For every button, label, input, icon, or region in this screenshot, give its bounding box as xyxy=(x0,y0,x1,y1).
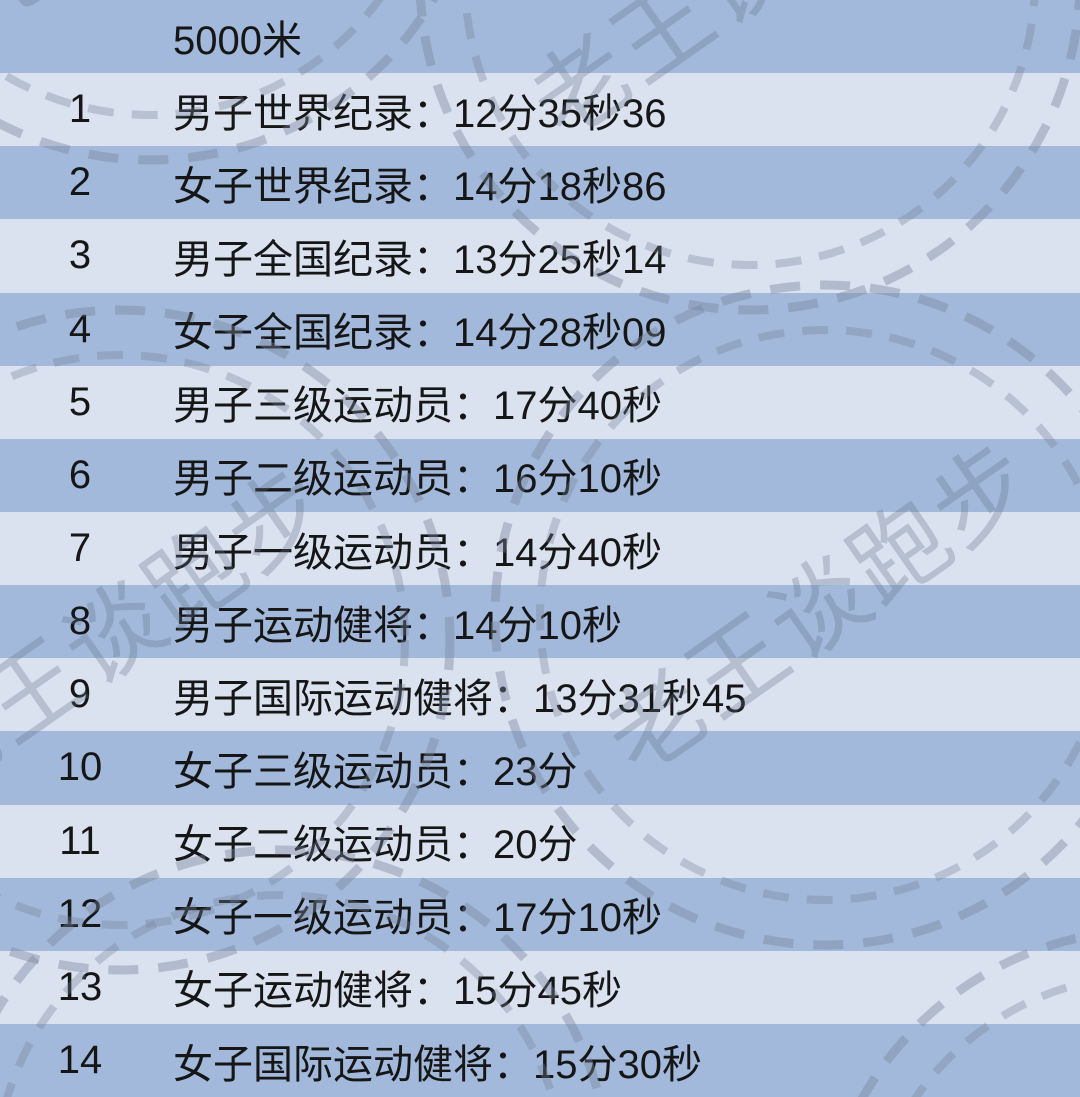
row-text: 女子运动健将：15分45秒 xyxy=(173,969,622,1014)
row-text: 女子全国纪录：14分28秒09 xyxy=(173,311,667,356)
row-text: 男子三级运动员：17分40秒 xyxy=(173,384,662,429)
row-text: 男子全国纪录：13分25秒14 xyxy=(173,237,667,282)
table-row: 3 男子全国纪录：13分25秒14 xyxy=(0,219,1080,293)
table-row: 12 女子一级运动员：17分10秒 xyxy=(0,877,1080,951)
row-text: 女子一级运动员：17分10秒 xyxy=(173,896,662,941)
row-text: 男子二级运动员：16分10秒 xyxy=(173,457,662,502)
table-row: 6 男子二级运动员：16分10秒 xyxy=(0,438,1080,512)
row-number: 8 xyxy=(68,599,92,644)
row-number: 4 xyxy=(68,306,92,351)
row-text: 男子国际运动健将：13分31秒45 xyxy=(173,676,747,721)
table-row: 8 男子运动健将：14分10秒 xyxy=(0,585,1080,659)
row-text: 女子国际运动健将：15分30秒 xyxy=(173,1042,702,1087)
table-row: 11 女子二级运动员：20分 xyxy=(0,804,1080,878)
table-row: 1 男子世界纪录：12分35秒36 xyxy=(0,73,1080,147)
row-number: 2 xyxy=(68,160,92,205)
row-number: 10 xyxy=(57,745,103,790)
table-row: 14 女子国际运动健将：15分30秒 xyxy=(0,1023,1080,1097)
table-row: 2 女子世界纪录：14分18秒86 xyxy=(0,146,1080,220)
table-row: 13 女子运动健将：15分45秒 xyxy=(0,950,1080,1024)
table-row: 10 女子三级运动员：23分 xyxy=(0,731,1080,805)
table-row: 4 女子全国纪录：14分28秒09 xyxy=(0,292,1080,366)
table-row: 9 男子国际运动健将：13分31秒45 xyxy=(0,658,1080,732)
table-row: 5 男子三级运动员：17分40秒 xyxy=(0,365,1080,439)
row-text: 男子世界纪录：12分35秒36 xyxy=(173,91,667,136)
distance-title: 5000米 xyxy=(173,18,302,63)
row-text: 男子一级运动员：14分40秒 xyxy=(173,530,662,575)
row-number: 7 xyxy=(68,526,92,571)
table-row: 7 男子一级运动员：14分40秒 xyxy=(0,511,1080,586)
table-header-row: 5000米 xyxy=(0,0,1080,74)
row-number: 9 xyxy=(68,672,92,717)
row-number: 6 xyxy=(68,452,92,497)
row-number: 12 xyxy=(57,891,103,936)
row-text: 女子三级运动员：23分 xyxy=(173,749,578,794)
row-text: 女子二级运动员：20分 xyxy=(173,823,578,868)
row-number: 11 xyxy=(59,818,101,863)
row-number: 14 xyxy=(57,1038,103,1083)
row-number: 3 xyxy=(68,233,92,278)
row-number: 5 xyxy=(68,379,92,424)
row-number: 13 xyxy=(57,964,103,1009)
row-text: 男子运动健将：14分10秒 xyxy=(173,603,622,648)
row-number: 1 xyxy=(68,87,92,132)
row-text: 女子世界纪录：14分18秒86 xyxy=(173,164,667,209)
